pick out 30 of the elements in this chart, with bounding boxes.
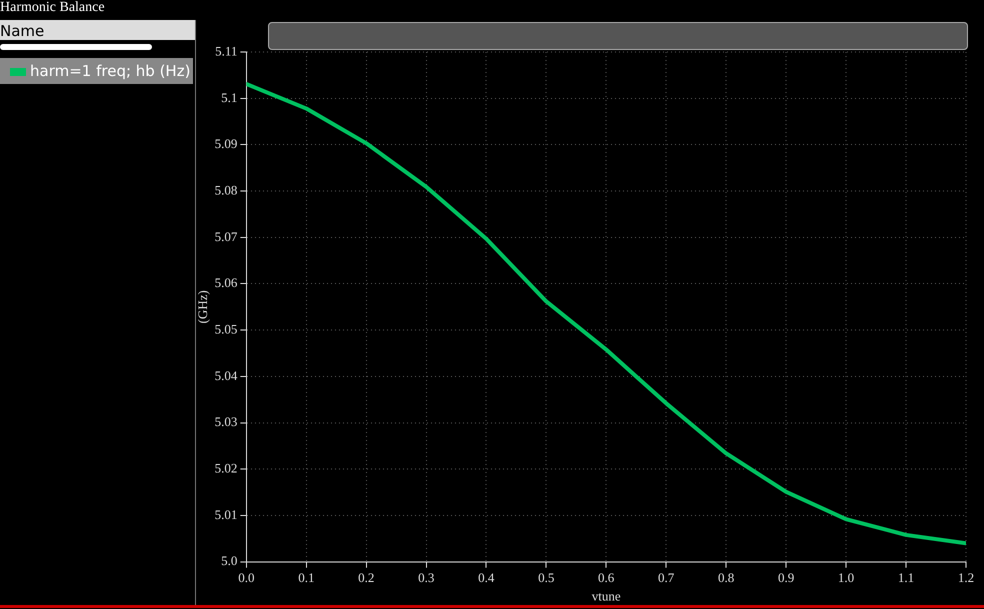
x-tick-label: 0.3 (418, 570, 434, 586)
x-tick-label: 0.6 (598, 570, 615, 586)
y-tick-label: 5.05 (214, 321, 238, 336)
legend-label: harm=1 freq; hb (Hz) (30, 62, 190, 80)
x-tick-label: 0.0 (238, 570, 254, 586)
x-tick-label: 0.7 (658, 570, 675, 586)
y-tick-label: 5.09 (214, 136, 238, 152)
y-tick-label: 5.08 (214, 182, 238, 198)
x-tick-label: 0.8 (718, 570, 734, 586)
y-tick-label: 5.07 (214, 228, 238, 244)
y-tick-label: 5.11 (215, 43, 238, 58)
x-tick-label: 0.5 (538, 570, 554, 586)
y-tick-label: 5.02 (214, 460, 238, 476)
x-tick-label: 0.2 (358, 570, 374, 586)
x-tick-label: 0.1 (298, 570, 314, 586)
y-tick-label: 5.0 (221, 553, 238, 568)
y-axis-title: (GHz) (195, 290, 210, 324)
y-tick-label: 5.06 (214, 275, 238, 290)
text: Harmonic Balance (0, 0, 105, 16)
x-tick-label: 0.4 (478, 570, 495, 586)
x-tick-label: 1.2 (958, 570, 974, 586)
y-tick-label: 5.1 (221, 90, 238, 105)
x-tick-label: 1.1 (898, 570, 914, 586)
x-tick-label: 0.9 (778, 570, 794, 586)
x-tick-label: 1.0 (838, 570, 854, 586)
y-tick-label: 5.01 (214, 506, 238, 522)
y-tick-label: 5.03 (214, 414, 238, 430)
text: Name (0, 20, 195, 40)
y-tick-label: 5.04 (214, 368, 238, 383)
x-axis-title: vtune (592, 588, 621, 604)
